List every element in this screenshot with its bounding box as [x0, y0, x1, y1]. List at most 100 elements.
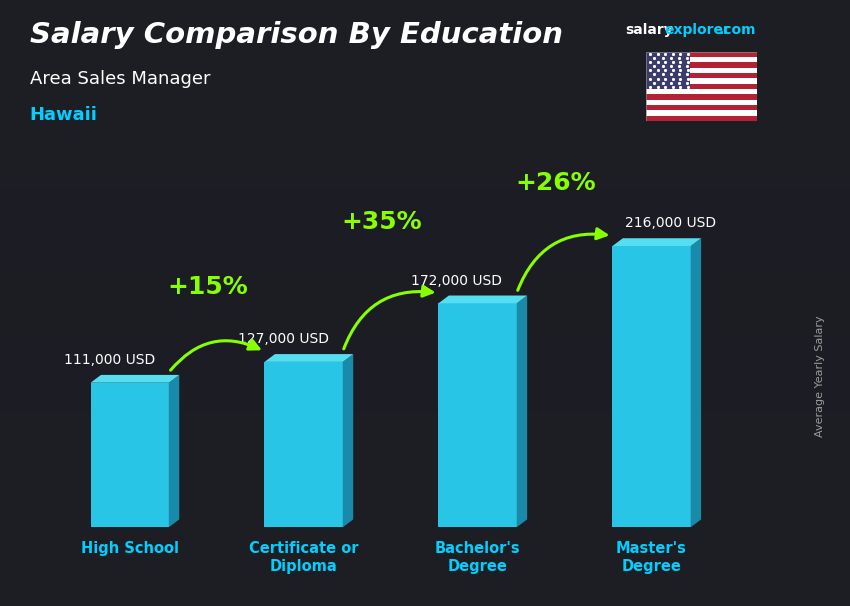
Bar [0, 6, 850, 12]
Bar [0, 115, 850, 121]
Bar [0, 73, 850, 79]
Bar [0, 12, 850, 18]
Bar [0, 588, 850, 594]
Bar [0, 358, 850, 364]
Bar [0, 291, 850, 297]
Bar [646, 95, 756, 100]
Bar [0, 194, 850, 200]
Bar [0, 467, 850, 473]
Bar [0, 85, 850, 91]
Bar [0, 55, 850, 61]
Bar [0, 418, 850, 424]
Bar [0, 103, 850, 109]
Text: 127,000 USD: 127,000 USD [237, 332, 329, 346]
Bar [0, 109, 850, 115]
Bar [0, 461, 850, 467]
Bar [0, 139, 850, 145]
Bar [0, 545, 850, 551]
Bar [0, 297, 850, 303]
Bar [0, 212, 850, 218]
Bar [0, 158, 850, 164]
Bar [646, 73, 756, 78]
Bar [0, 424, 850, 430]
Bar [0, 558, 850, 564]
Bar [0, 321, 850, 327]
Bar [0, 121, 850, 127]
Bar [0, 97, 850, 103]
Text: 111,000 USD: 111,000 USD [64, 353, 155, 367]
Text: Average Yearly Salary: Average Yearly Salary [815, 315, 825, 436]
FancyBboxPatch shape [264, 362, 343, 527]
FancyBboxPatch shape [612, 246, 691, 527]
Bar [0, 261, 850, 267]
Bar [0, 164, 850, 170]
Bar [0, 485, 850, 491]
Polygon shape [517, 296, 527, 527]
Bar [0, 351, 850, 358]
Bar [0, 527, 850, 533]
Bar [0, 309, 850, 315]
Bar [0, 303, 850, 309]
Bar [646, 62, 756, 68]
Bar [0, 273, 850, 279]
Bar [0, 521, 850, 527]
Bar [646, 105, 756, 110]
Polygon shape [264, 354, 354, 362]
Bar [0, 91, 850, 97]
FancyBboxPatch shape [91, 383, 169, 527]
Bar [646, 110, 756, 116]
Text: 216,000 USD: 216,000 USD [626, 216, 717, 230]
Bar [0, 594, 850, 600]
Bar [646, 68, 756, 73]
Bar [0, 315, 850, 321]
Polygon shape [169, 375, 179, 527]
Bar [0, 127, 850, 133]
Bar [0, 267, 850, 273]
Bar [0, 436, 850, 442]
Bar [0, 327, 850, 333]
Bar [0, 176, 850, 182]
Text: salary: salary [625, 23, 672, 37]
Text: .com: .com [719, 23, 756, 37]
Bar [0, 497, 850, 503]
Bar [0, 182, 850, 188]
Bar [0, 61, 850, 67]
Polygon shape [439, 296, 527, 304]
Text: Area Sales Manager: Area Sales Manager [30, 70, 210, 88]
Bar [646, 116, 756, 121]
Bar [0, 430, 850, 436]
Text: Salary Comparison By Education: Salary Comparison By Education [30, 21, 563, 49]
Bar [0, 24, 850, 30]
Bar [0, 188, 850, 194]
Bar [0, 394, 850, 400]
Text: explorer: explorer [665, 23, 730, 37]
Polygon shape [343, 354, 354, 527]
Bar [0, 503, 850, 509]
Bar [0, 600, 850, 606]
Bar [0, 406, 850, 412]
Bar [0, 479, 850, 485]
Bar [0, 364, 850, 370]
Bar [0, 206, 850, 212]
Bar [0, 152, 850, 158]
Bar [0, 491, 850, 497]
Bar [0, 539, 850, 545]
Text: 172,000 USD: 172,000 USD [411, 274, 502, 288]
Bar [0, 67, 850, 73]
Bar [0, 255, 850, 261]
Bar [0, 133, 850, 139]
Bar [646, 57, 756, 62]
Bar [0, 339, 850, 345]
Bar [0, 400, 850, 406]
Bar [0, 509, 850, 515]
Bar [646, 100, 756, 105]
Bar [0, 279, 850, 285]
Bar [0, 564, 850, 570]
Bar [646, 84, 756, 89]
Bar [0, 170, 850, 176]
Bar [0, 388, 850, 394]
FancyBboxPatch shape [439, 304, 517, 527]
Bar [0, 36, 850, 42]
Bar [0, 218, 850, 224]
Bar [646, 78, 756, 84]
